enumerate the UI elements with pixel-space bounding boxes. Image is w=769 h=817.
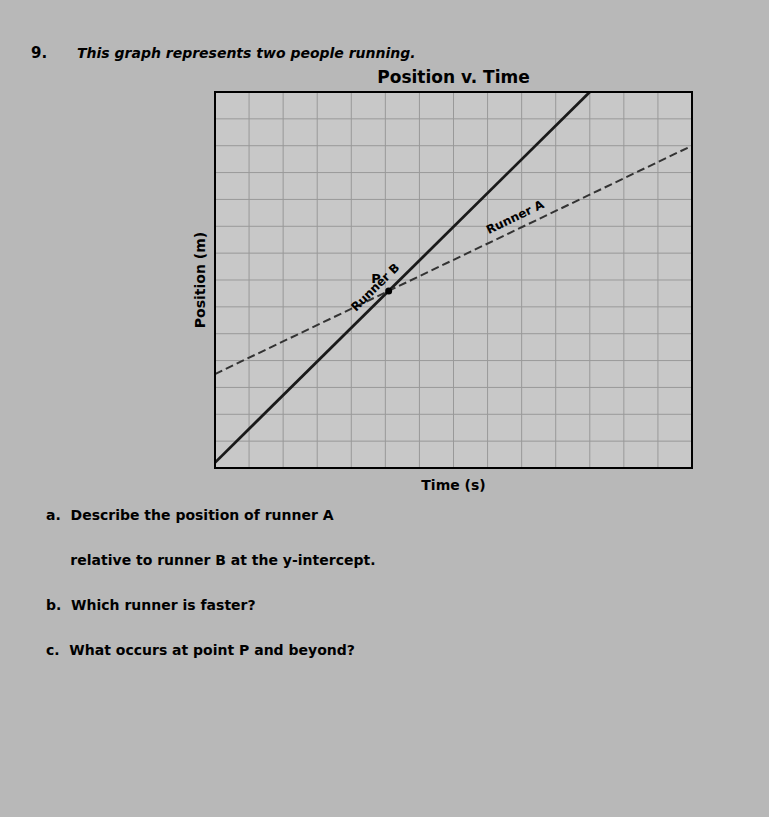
question-text: c. What occurs at point P and beyond? (46, 642, 355, 658)
page: Runner B Runner A P 9. This graph represents… (0, 0, 769, 817)
data-group (215, 92, 692, 463)
question-text: b. Which runner is faster? (46, 597, 256, 613)
question-number: 9. (31, 44, 47, 62)
chart-title: Position v. Time (377, 67, 529, 87)
grid-line-y (215, 387, 692, 388)
grid-line-y (215, 118, 692, 119)
series-label: Runner B (348, 260, 402, 314)
point-marker (385, 287, 392, 294)
grid-line-y (215, 145, 692, 146)
grid-line-y (215, 306, 692, 307)
point-label: P (371, 271, 381, 286)
labels: Runner B Runner A P (348, 197, 547, 314)
question-text: a. Describe the position of runner A (46, 507, 334, 523)
grid-line-y (215, 360, 692, 361)
grid-line-y (215, 172, 692, 173)
x-axis-label: Time (s) (421, 477, 485, 493)
plot-area (215, 92, 692, 468)
plot-frame (215, 92, 692, 468)
intro-text: This graph represents two people running… (77, 45, 416, 61)
series-line (215, 146, 692, 374)
grid-line-y (215, 253, 692, 254)
grid-line-y (215, 441, 692, 442)
question-text: relative to runner B at the y-intercept. (46, 552, 375, 568)
grid-line-y (215, 280, 692, 281)
grid-line-y (215, 199, 692, 200)
series-line (215, 92, 590, 463)
grid-line-y (215, 333, 692, 334)
y-axis-label: Position (m) (192, 232, 208, 328)
grid-line-y (215, 414, 692, 415)
series-label: Runner A (484, 197, 547, 237)
